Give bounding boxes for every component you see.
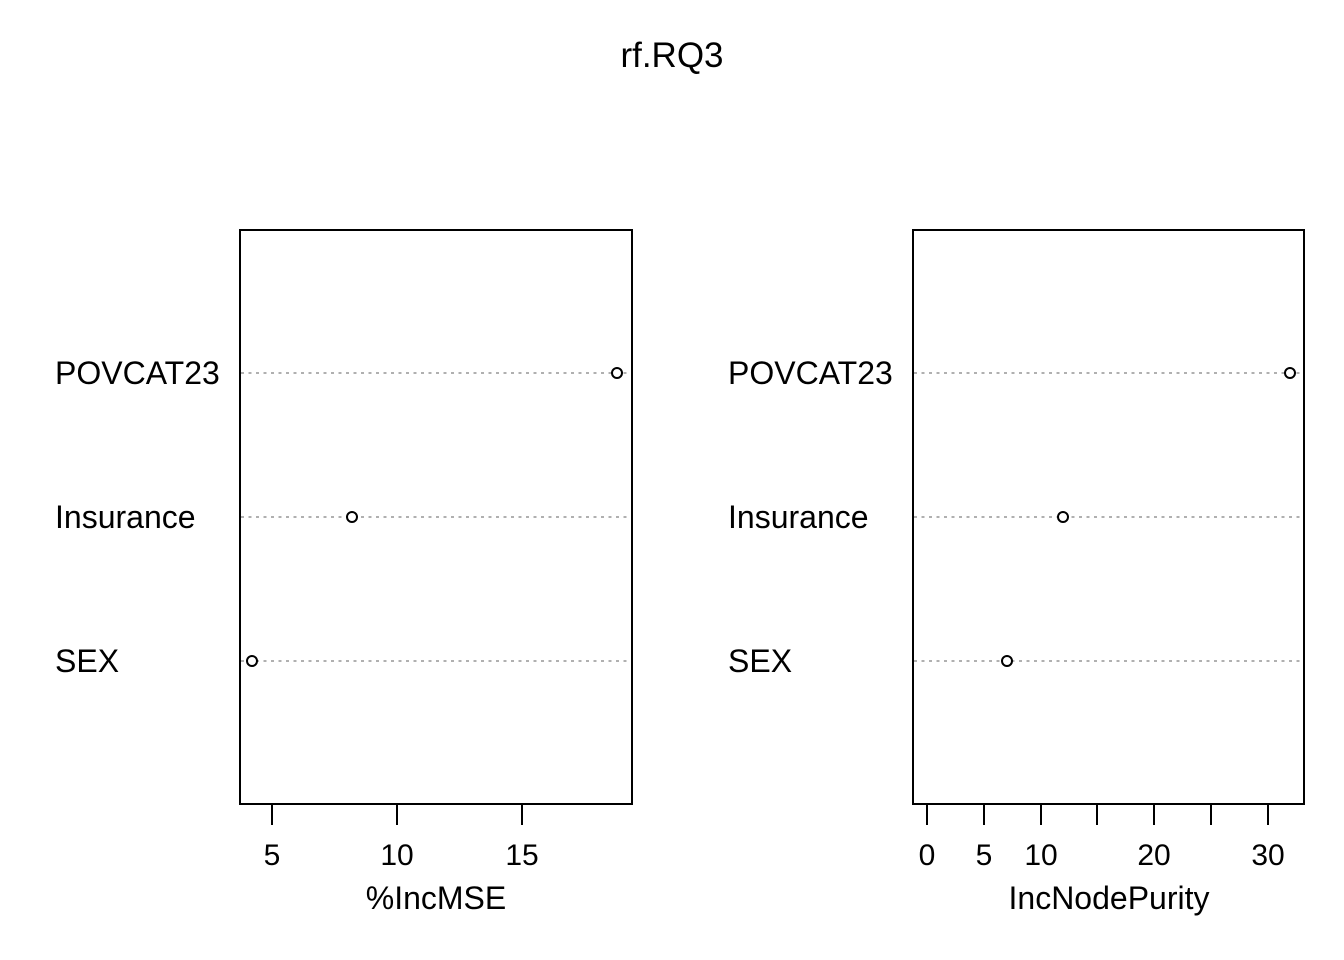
gridline [914,372,1303,374]
x-axis-tick [983,805,985,825]
gridline [241,516,631,518]
x-axis-tick [1096,805,1098,825]
x-axis-tick [1267,805,1269,825]
category-label: SEX [728,643,793,679]
x-axis-tick-label: 15 [505,839,539,872]
category-label: POVCAT23 [728,355,893,391]
x-axis-title: IncNodePurity [1008,880,1210,916]
data-point-circle [346,511,358,523]
x-axis-tick-label: 20 [1137,839,1171,872]
category-label: Insurance [55,499,196,535]
x-axis-title: %IncMSE [365,880,507,916]
category-label: Insurance [728,499,869,535]
data-point-circle [1001,655,1013,667]
gridline [914,516,1303,518]
x-axis-tick-label: 5 [263,839,281,872]
x-axis-tick [1040,805,1042,825]
data-point-circle [1057,511,1069,523]
x-axis-tick-label: 5 [975,839,993,872]
gridline [241,660,631,662]
x-axis-tick [1210,805,1212,825]
data-point-circle [1284,367,1296,379]
gridline [241,372,631,374]
x-axis-tick [926,805,928,825]
x-axis-tick-label: 10 [380,839,414,872]
x-axis-tick [396,805,398,825]
data-point-circle [611,367,623,379]
category-label: POVCAT23 [55,355,220,391]
x-axis-tick-label: 30 [1251,839,1285,872]
x-axis-tick-label: 0 [918,839,936,872]
x-axis-tick-label: 10 [1024,839,1058,872]
x-axis-tick [1153,805,1155,825]
plot-box [912,229,1305,805]
gridline [914,660,1303,662]
category-label: SEX [55,643,120,679]
x-axis-tick [271,805,273,825]
plot-box [239,229,633,805]
chart-title: rf.RQ3 [620,36,724,75]
x-axis-tick [521,805,523,825]
data-point-circle [246,655,258,667]
